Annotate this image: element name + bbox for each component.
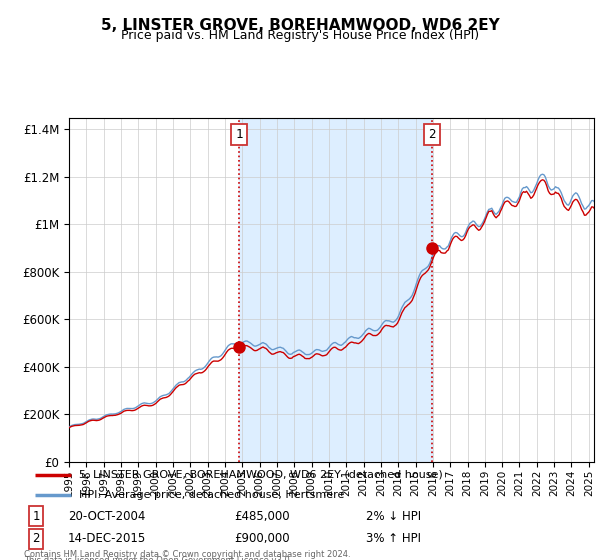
Text: Contains HM Land Registry data © Crown copyright and database right 2024.: Contains HM Land Registry data © Crown c…	[24, 550, 350, 559]
Text: 5, LINSTER GROVE, BOREHAMWOOD, WD6 2EY: 5, LINSTER GROVE, BOREHAMWOOD, WD6 2EY	[101, 18, 499, 33]
Text: 1: 1	[32, 510, 40, 522]
Text: 5, LINSTER GROVE, BOREHAMWOOD, WD6 2EY (detached house): 5, LINSTER GROVE, BOREHAMWOOD, WD6 2EY (…	[79, 470, 443, 480]
Text: 14-DEC-2015: 14-DEC-2015	[68, 533, 146, 545]
Text: Price paid vs. HM Land Registry's House Price Index (HPI): Price paid vs. HM Land Registry's House …	[121, 29, 479, 42]
Text: 1: 1	[235, 128, 242, 141]
Text: This data is licensed under the Open Government Licence v3.0.: This data is licensed under the Open Gov…	[24, 556, 292, 560]
Text: £900,000: £900,000	[234, 533, 289, 545]
Text: 2: 2	[428, 128, 436, 141]
Text: £485,000: £485,000	[234, 510, 289, 522]
Text: 3% ↑ HPI: 3% ↑ HPI	[366, 533, 421, 545]
Text: 2: 2	[32, 533, 40, 545]
Text: HPI: Average price, detached house, Hertsmere: HPI: Average price, detached house, Hert…	[79, 490, 344, 500]
Text: 20-OCT-2004: 20-OCT-2004	[68, 510, 146, 522]
Bar	[239, 118, 432, 462]
Text: 2% ↓ HPI: 2% ↓ HPI	[366, 510, 421, 522]
